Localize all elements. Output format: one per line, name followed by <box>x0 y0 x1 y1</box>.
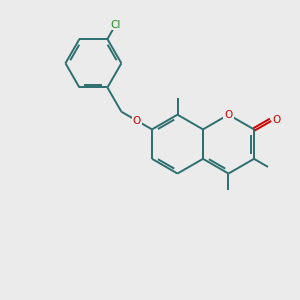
Text: Cl: Cl <box>111 20 121 29</box>
Text: O: O <box>224 110 232 120</box>
Text: O: O <box>133 116 141 126</box>
Text: O: O <box>272 115 280 125</box>
